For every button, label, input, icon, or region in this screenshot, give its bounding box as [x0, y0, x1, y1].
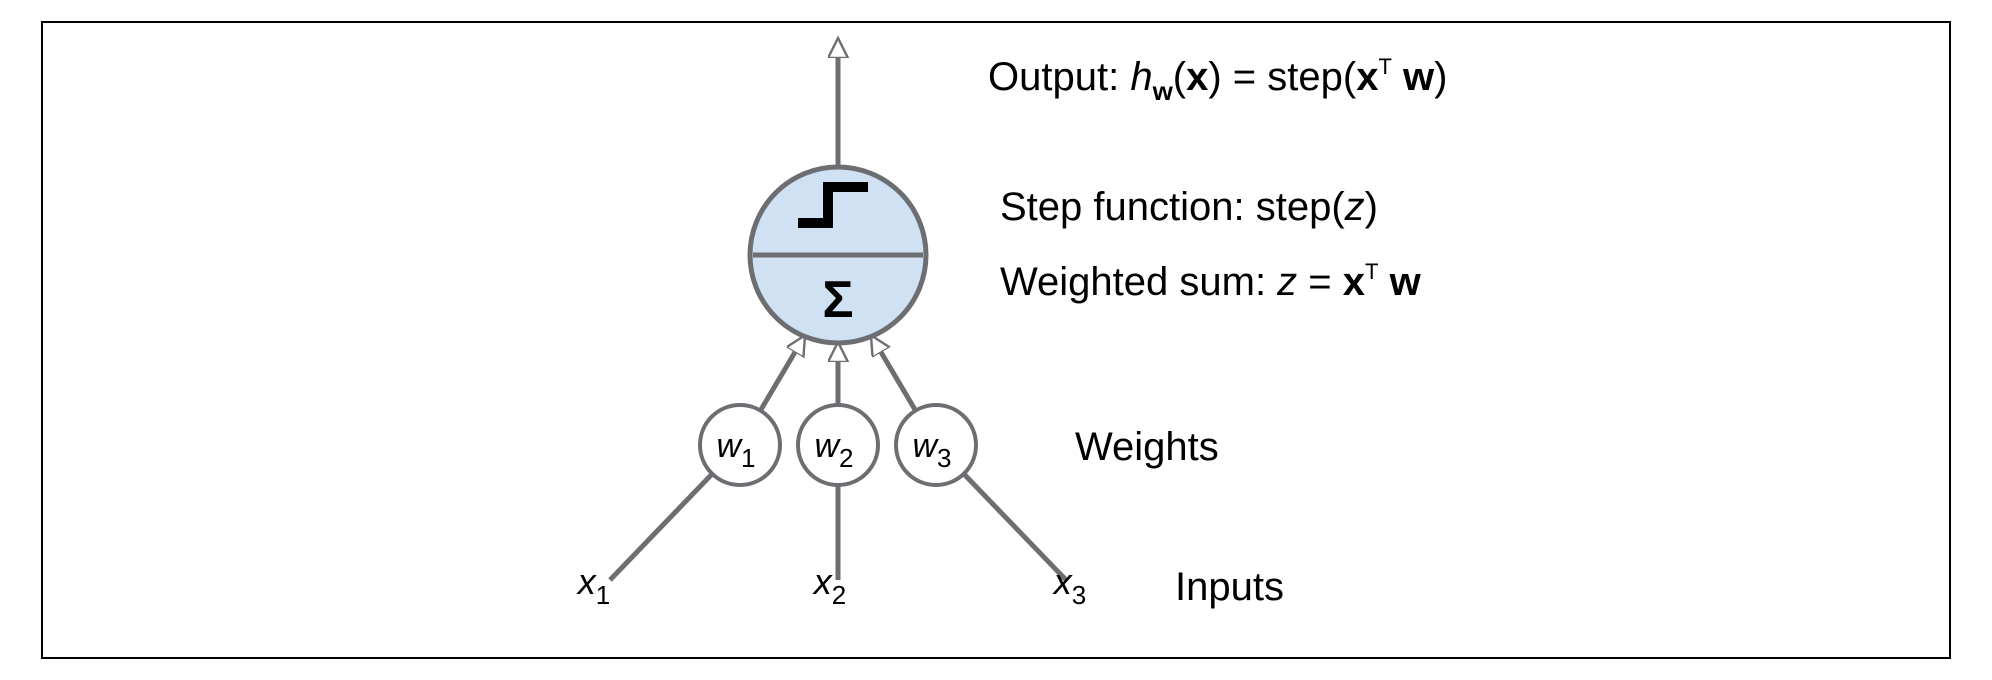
weights-label: Weights [1075, 425, 1219, 469]
outer-frame [42, 22, 1950, 658]
step-function-label: Step function: step(z) [1000, 185, 1378, 229]
weighted-sum-label: Weighted sum: z = xT w [1000, 259, 1422, 304]
inputs-label: Inputs [1175, 565, 1284, 609]
sigma-icon: Σ [822, 271, 853, 329]
perceptron-diagram: Σw1w2w3x1x2x3Output: hw(x) = step(xT w)S… [0, 0, 1992, 680]
